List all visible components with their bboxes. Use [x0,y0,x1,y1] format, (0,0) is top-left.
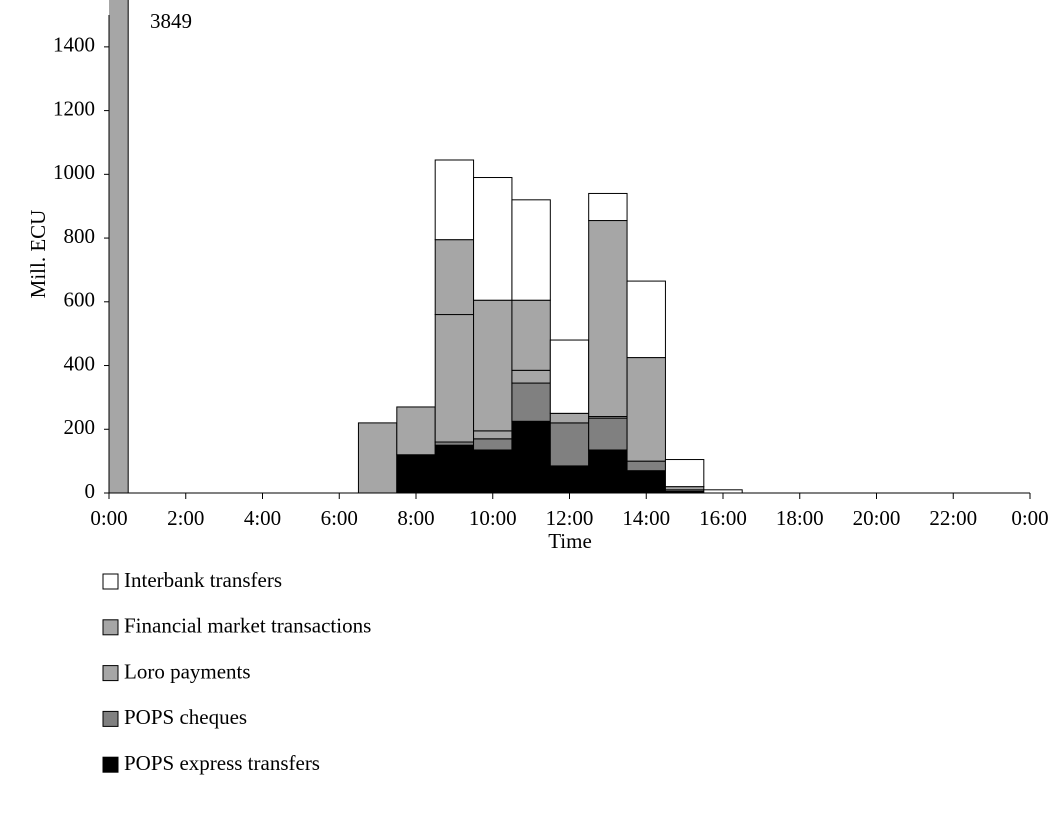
bar-segment [588,192,628,222]
bar-segment [396,406,436,456]
bar-segment [588,417,628,451]
y-tick-label: 200 [64,415,96,439]
x-axis-title: Time [548,529,592,553]
y-tick-label: 400 [64,351,96,375]
x-tick-label: 0:00 [90,506,127,530]
y-axis-title: Mill. ECU [26,210,50,299]
y-tick-label: 600 [64,288,96,312]
bar-segment [434,159,475,241]
bar-segment [434,314,475,443]
x-tick-label: 16:00 [699,506,747,530]
bar-segment [626,280,666,359]
y-tick-label: 800 [64,224,96,248]
x-tick-label: 6:00 [321,506,358,530]
value-label: 3849 [150,9,192,33]
legend-swatch [102,710,119,727]
bar-segment [511,199,551,301]
x-tick-label: 18:00 [776,506,824,530]
legend-label: Financial market transactions [124,614,371,638]
legend-swatch [102,756,119,773]
bar-segment [473,449,513,493]
bar-segment [511,420,551,493]
x-tick-label: 0:00 [1011,506,1048,530]
x-tick-label: 22:00 [929,506,977,530]
legend-label: POPS express transfers [124,751,320,775]
bar-segment [396,454,436,493]
bar-segment [357,422,398,493]
bar-segment [473,299,513,432]
bar-segment [549,465,590,493]
bar-segment [549,412,590,424]
x-tick-label: 2:00 [167,506,204,530]
bar-segment [588,449,628,493]
bar-segment [626,460,666,472]
x-tick-label: 10:00 [469,506,517,530]
bar-segment [473,177,513,301]
legend-label: Loro payments [124,659,251,683]
bar-segment [109,0,129,493]
legend-swatch [102,573,119,590]
bar-segment [511,299,551,371]
bar-segment [511,382,551,422]
bars [109,0,743,493]
bar-segment [511,369,551,384]
bar-segment [434,239,475,316]
bar-segment [434,444,475,493]
bar-segment [626,470,666,493]
bar-segment [588,220,628,418]
x-tick-label: 8:00 [397,506,434,530]
y-tick-label: 1400 [53,33,95,57]
y-tick-label: 0 [85,479,96,503]
bar-segment [473,438,513,451]
bar-segment [626,357,666,462]
legend-label: POPS cheques [124,705,247,729]
bar-segment [473,430,513,440]
legend-swatch [102,619,119,636]
y-tick-label: 1200 [53,96,95,120]
x-tick-label: 4:00 [244,506,281,530]
x-tick-label: 14:00 [622,506,670,530]
bar-segment [549,422,590,467]
x-tick-label: 20:00 [853,506,901,530]
legend-swatch [102,665,119,682]
x-tick-label: 12:00 [546,506,594,530]
bar-segment [664,459,705,488]
y-tick-label: 1000 [53,160,95,184]
legend-label: Interbank transfers [124,568,282,592]
bar-segment [549,339,590,414]
